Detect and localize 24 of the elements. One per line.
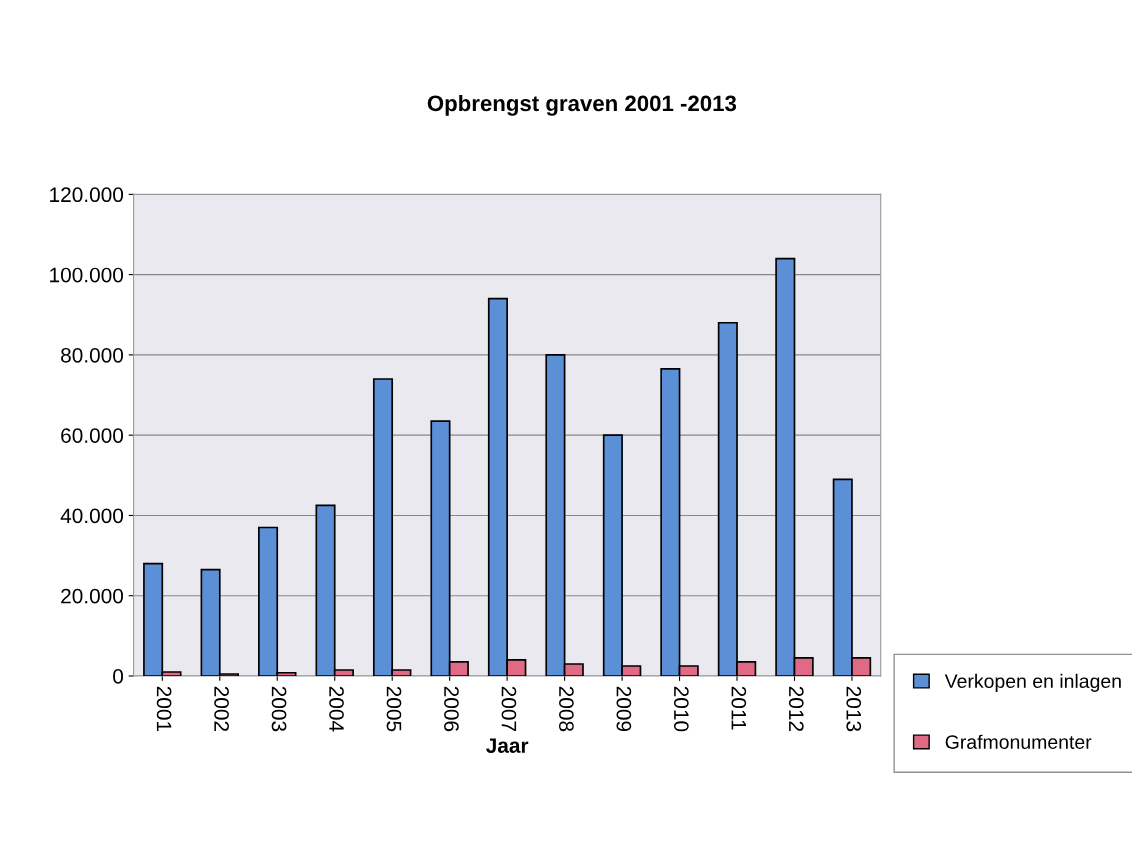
x-tick-label: 2007	[501, 686, 517, 732]
x-tick-label: 2001	[156, 686, 172, 732]
legend-label: Grafmonumenter	[945, 734, 1092, 749]
legend-label: Verkopen en inlagen	[944, 673, 1121, 692]
y-tick-label: 40.000	[60, 508, 124, 524]
y-tick-label: 100.000	[50, 267, 124, 283]
x-tick-label: 2008	[559, 686, 574, 732]
chart-title: Opbrengst graven 2001 -2013	[427, 94, 737, 116]
x-tick-label: 2009	[616, 686, 632, 732]
x-tick-label: 2010	[673, 686, 689, 732]
x-tick-label: 2002	[214, 686, 229, 732]
y-tick-label: 20.000	[61, 588, 124, 604]
y-tick-label: 80.000	[61, 347, 124, 363]
x-axis-title: Jaar	[486, 738, 529, 753]
x-tick-label: 2003	[271, 686, 287, 732]
y-tick-label: 60.000	[61, 428, 124, 443]
x-tick-label: 2012	[788, 686, 804, 732]
x-tick-label: 2013	[846, 686, 862, 732]
x-tick-label: 2011	[731, 686, 747, 730]
y-tick-label: 120.000	[50, 187, 124, 203]
x-tick-label: 2005	[386, 686, 402, 732]
x-tick-label: 2006	[444, 686, 459, 732]
y-tick-label: 0	[113, 669, 124, 684]
x-tick-label: 2004	[329, 686, 344, 732]
